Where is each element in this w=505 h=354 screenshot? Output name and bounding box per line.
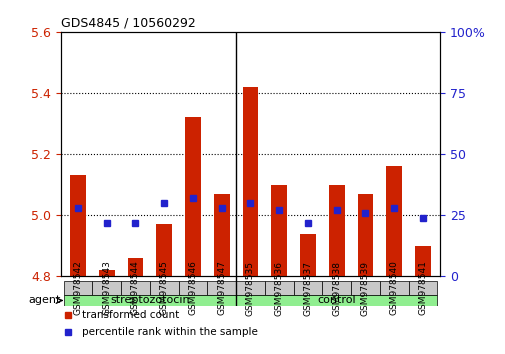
Text: agent: agent	[29, 296, 61, 306]
Bar	[214, 194, 229, 276]
Bar	[178, 281, 207, 295]
Bar	[98, 270, 115, 276]
Text: GSM978541: GSM978541	[418, 261, 427, 315]
Bar	[236, 281, 264, 295]
Bar	[379, 281, 408, 295]
Bar	[236, 295, 436, 306]
Bar	[149, 281, 178, 295]
Text: GSM978537: GSM978537	[303, 261, 312, 315]
Text: GSM978545: GSM978545	[160, 261, 168, 315]
Text: GSM978540: GSM978540	[389, 261, 398, 315]
Bar	[64, 295, 236, 306]
Bar	[127, 258, 143, 276]
Bar	[156, 224, 172, 276]
Text: GDS4845 / 10560292: GDS4845 / 10560292	[61, 16, 195, 29]
Bar	[64, 281, 92, 295]
Text: GSM978535: GSM978535	[245, 261, 255, 315]
Text: transformed count: transformed count	[81, 310, 178, 320]
Bar	[414, 246, 430, 276]
Bar	[385, 166, 401, 276]
Bar	[185, 118, 200, 276]
Text: percentile rank within the sample: percentile rank within the sample	[81, 327, 257, 337]
Bar	[271, 185, 286, 276]
Text: GSM978547: GSM978547	[217, 261, 226, 315]
Text: GSM978543: GSM978543	[102, 261, 111, 315]
Text: control: control	[317, 296, 356, 306]
Bar	[92, 281, 121, 295]
Bar	[322, 281, 350, 295]
Bar	[328, 185, 344, 276]
Bar	[242, 87, 258, 276]
Text: streptozotocin: streptozotocin	[110, 296, 189, 306]
Text: GSM978542: GSM978542	[73, 261, 82, 315]
Text: GSM978538: GSM978538	[332, 261, 340, 315]
Bar	[350, 281, 379, 295]
Bar	[264, 281, 293, 295]
Bar	[121, 281, 149, 295]
Bar	[299, 234, 315, 276]
Text: GSM978539: GSM978539	[360, 261, 369, 315]
Bar	[207, 281, 236, 295]
Bar	[357, 194, 373, 276]
Bar	[70, 176, 86, 276]
Bar	[293, 281, 322, 295]
Text: GSM978536: GSM978536	[274, 261, 283, 315]
Text: GSM978544: GSM978544	[131, 261, 140, 315]
Bar	[408, 281, 436, 295]
Text: GSM978546: GSM978546	[188, 261, 197, 315]
